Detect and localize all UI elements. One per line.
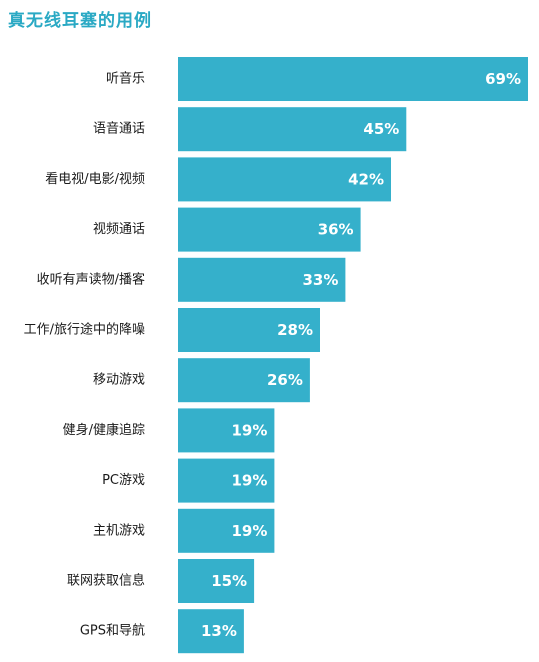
bar-7 bbox=[178, 408, 275, 453]
category-label-10: 联网获取信息 bbox=[67, 573, 145, 589]
category-label-2: 看电视/电影/视频 bbox=[45, 171, 145, 187]
category-label-3: 视频通话 bbox=[93, 222, 145, 237]
bar-9 bbox=[178, 508, 275, 553]
category-label-4: 收听有声读物/播客 bbox=[37, 271, 145, 287]
value-label-1: 45% bbox=[363, 120, 399, 138]
value-label-7: 19% bbox=[231, 421, 267, 439]
category-label-11: GPS和导航 bbox=[80, 623, 145, 639]
value-label-0: 69% bbox=[485, 70, 521, 88]
category-label-9: 主机游戏 bbox=[93, 523, 145, 538]
category-label-8: PC游戏 bbox=[102, 473, 145, 488]
value-label-8: 19% bbox=[231, 472, 267, 490]
bar-3 bbox=[178, 207, 361, 252]
bar-6 bbox=[178, 358, 310, 403]
chart-title: 真无线耳塞的用例 bbox=[8, 11, 152, 31]
value-label-5: 28% bbox=[277, 321, 313, 339]
bar-4 bbox=[178, 257, 346, 302]
category-label-5: 工作/旅行途中的降噪 bbox=[24, 322, 145, 338]
category-label-7: 健身/健康追踪 bbox=[63, 422, 145, 438]
bar-5 bbox=[178, 308, 320, 352]
bar-10 bbox=[178, 559, 255, 603]
category-label-6: 移动游戏 bbox=[93, 373, 145, 388]
category-label-1: 语音通话 bbox=[93, 121, 145, 137]
bar-0 bbox=[178, 57, 528, 101]
value-label-2: 42% bbox=[348, 170, 384, 188]
value-label-10: 15% bbox=[211, 572, 247, 590]
bar-1 bbox=[178, 107, 407, 152]
category-label-0: 听音乐 bbox=[106, 71, 145, 87]
bar-11 bbox=[178, 609, 244, 654]
value-label-11: 13% bbox=[201, 622, 237, 640]
bar-8 bbox=[178, 458, 275, 503]
value-label-3: 36% bbox=[318, 221, 354, 239]
value-label-9: 19% bbox=[231, 522, 267, 540]
value-label-4: 33% bbox=[302, 271, 338, 289]
bar-2 bbox=[178, 157, 391, 202]
value-label-6: 26% bbox=[267, 371, 303, 389]
